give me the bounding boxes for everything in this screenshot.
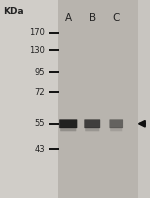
Text: 43: 43 <box>34 145 45 154</box>
FancyBboxPatch shape <box>85 127 99 131</box>
FancyBboxPatch shape <box>60 127 76 131</box>
FancyBboxPatch shape <box>59 119 77 128</box>
Text: 72: 72 <box>34 88 45 97</box>
Text: 95: 95 <box>34 68 45 77</box>
Text: A: A <box>65 13 72 23</box>
Text: B: B <box>89 13 96 23</box>
FancyBboxPatch shape <box>110 127 122 131</box>
Text: 130: 130 <box>29 46 45 55</box>
Bar <box>58 0 138 198</box>
Text: KDa: KDa <box>3 7 24 16</box>
Text: 55: 55 <box>34 119 45 128</box>
Text: 170: 170 <box>29 28 45 37</box>
Bar <box>0 0 58 198</box>
Text: C: C <box>112 13 120 23</box>
FancyBboxPatch shape <box>110 119 123 128</box>
FancyBboxPatch shape <box>84 119 100 128</box>
